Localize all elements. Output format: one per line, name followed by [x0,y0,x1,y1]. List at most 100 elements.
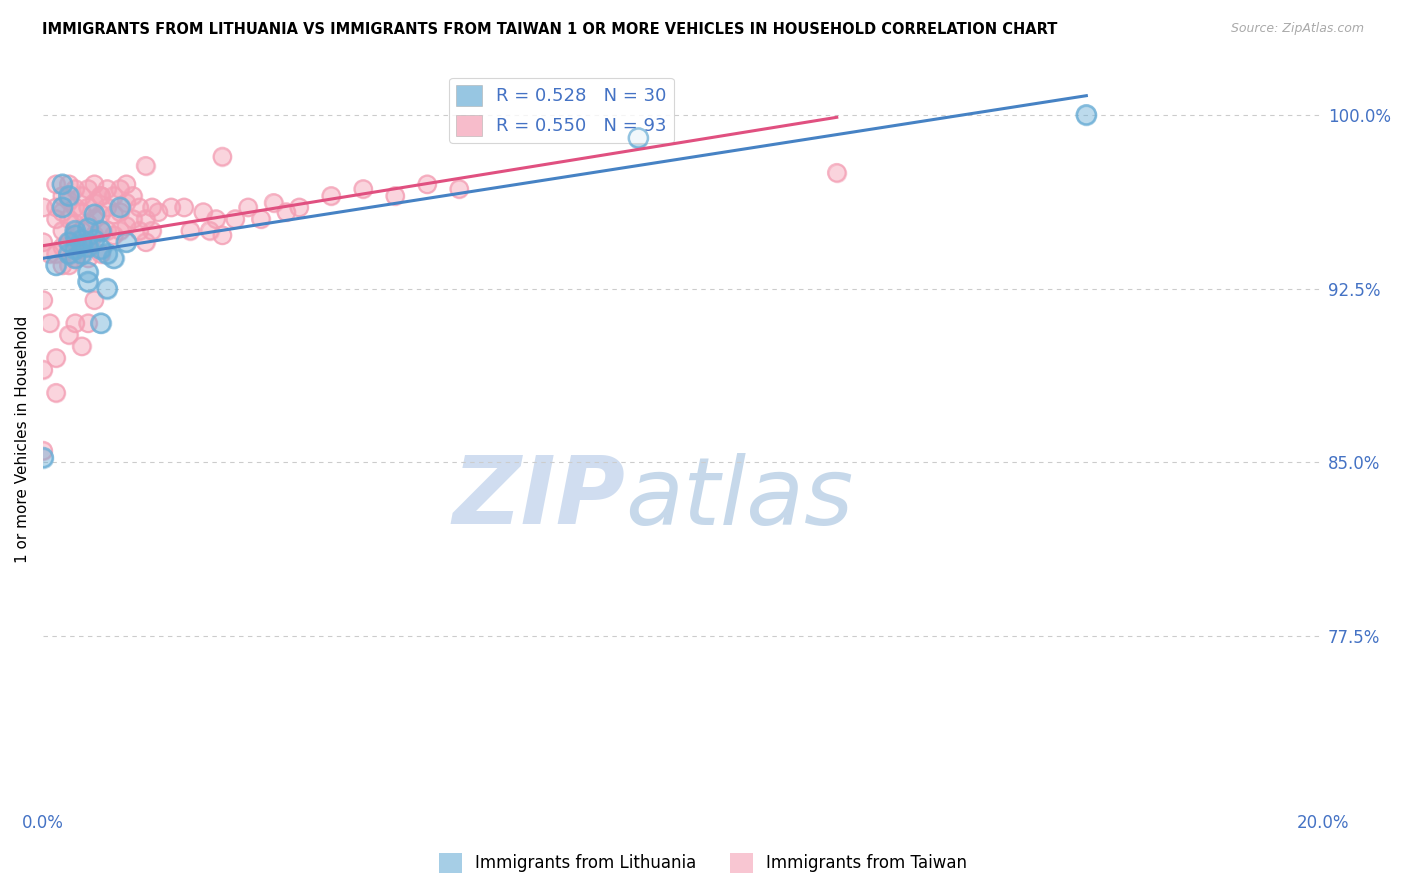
Point [51,201,73,215]
Point [77,182,100,196]
Point [83,293,105,307]
Point [90,224,112,238]
Point [38,247,60,261]
Point [115,195,138,210]
Point [70,237,93,252]
Point [224,212,246,227]
Point [96,281,118,295]
Point [148,205,170,219]
Point [115,195,138,210]
Point [51,178,73,192]
Point [63,235,86,250]
Point [83,207,105,221]
Point [249,212,271,227]
Point [32,235,55,250]
Point [627,131,650,145]
Point [83,178,105,192]
Point [70,233,93,247]
Text: Source: ZipAtlas.com: Source: ZipAtlas.com [1230,22,1364,36]
Point [198,224,221,238]
Point [45,385,67,400]
Point [160,201,183,215]
Point [416,178,439,192]
Point [70,237,93,252]
Point [135,159,157,173]
Point [179,224,201,238]
Point [90,189,112,203]
Point [90,242,112,256]
Point [103,228,125,243]
Point [58,212,80,227]
Point [77,252,100,266]
Point [45,258,67,272]
Point [32,201,55,215]
Point [45,201,67,215]
Point [115,178,138,192]
Point [115,235,138,250]
Point [77,240,100,254]
Point [58,194,80,208]
Point [51,224,73,238]
Point [83,228,105,243]
Point [103,207,125,221]
Point [224,212,246,227]
Point [90,247,112,261]
Point [193,205,215,219]
Point [45,178,67,192]
Text: atlas: atlas [626,453,853,544]
Point [263,195,285,210]
Point [90,189,112,203]
Point [321,189,343,203]
Point [32,293,55,307]
Point [121,212,143,227]
Point [63,252,86,266]
Point [45,258,67,272]
Point [58,178,80,192]
Point [103,207,125,221]
Point [63,252,86,266]
Point [211,228,233,243]
Point [51,240,73,254]
Point [115,178,138,192]
Point [77,235,100,250]
Point [83,233,105,247]
Point [205,212,228,227]
Point [627,131,650,145]
Point [249,212,271,227]
Point [63,224,86,238]
Point [70,339,93,353]
Point [45,385,67,400]
Point [58,189,80,203]
Point [58,258,80,272]
Point [77,275,100,289]
Point [416,178,439,192]
Point [77,182,100,196]
Point [58,247,80,261]
Point [83,212,105,227]
Point [121,189,143,203]
Point [45,247,67,261]
Point [70,205,93,219]
Point [58,235,80,250]
Point [108,182,131,196]
Text: IMMIGRANTS FROM LITHUANIA VS IMMIGRANTS FROM TAIWAN 1 OR MORE VEHICLES IN HOUSEH: IMMIGRANTS FROM LITHUANIA VS IMMIGRANTS … [42,22,1057,37]
Point [45,247,67,261]
Point [128,224,150,238]
Point [115,219,138,233]
Point [51,224,73,238]
Point [103,189,125,203]
Point [63,201,86,215]
Point [63,224,86,238]
Point [173,201,195,215]
Point [58,178,80,192]
Point [77,217,100,231]
Point [83,195,105,210]
Point [121,189,143,203]
Point [70,242,93,256]
Point [96,201,118,215]
Point [70,205,93,219]
Point [276,205,298,219]
Point [70,339,93,353]
Point [90,224,112,238]
Point [63,316,86,330]
